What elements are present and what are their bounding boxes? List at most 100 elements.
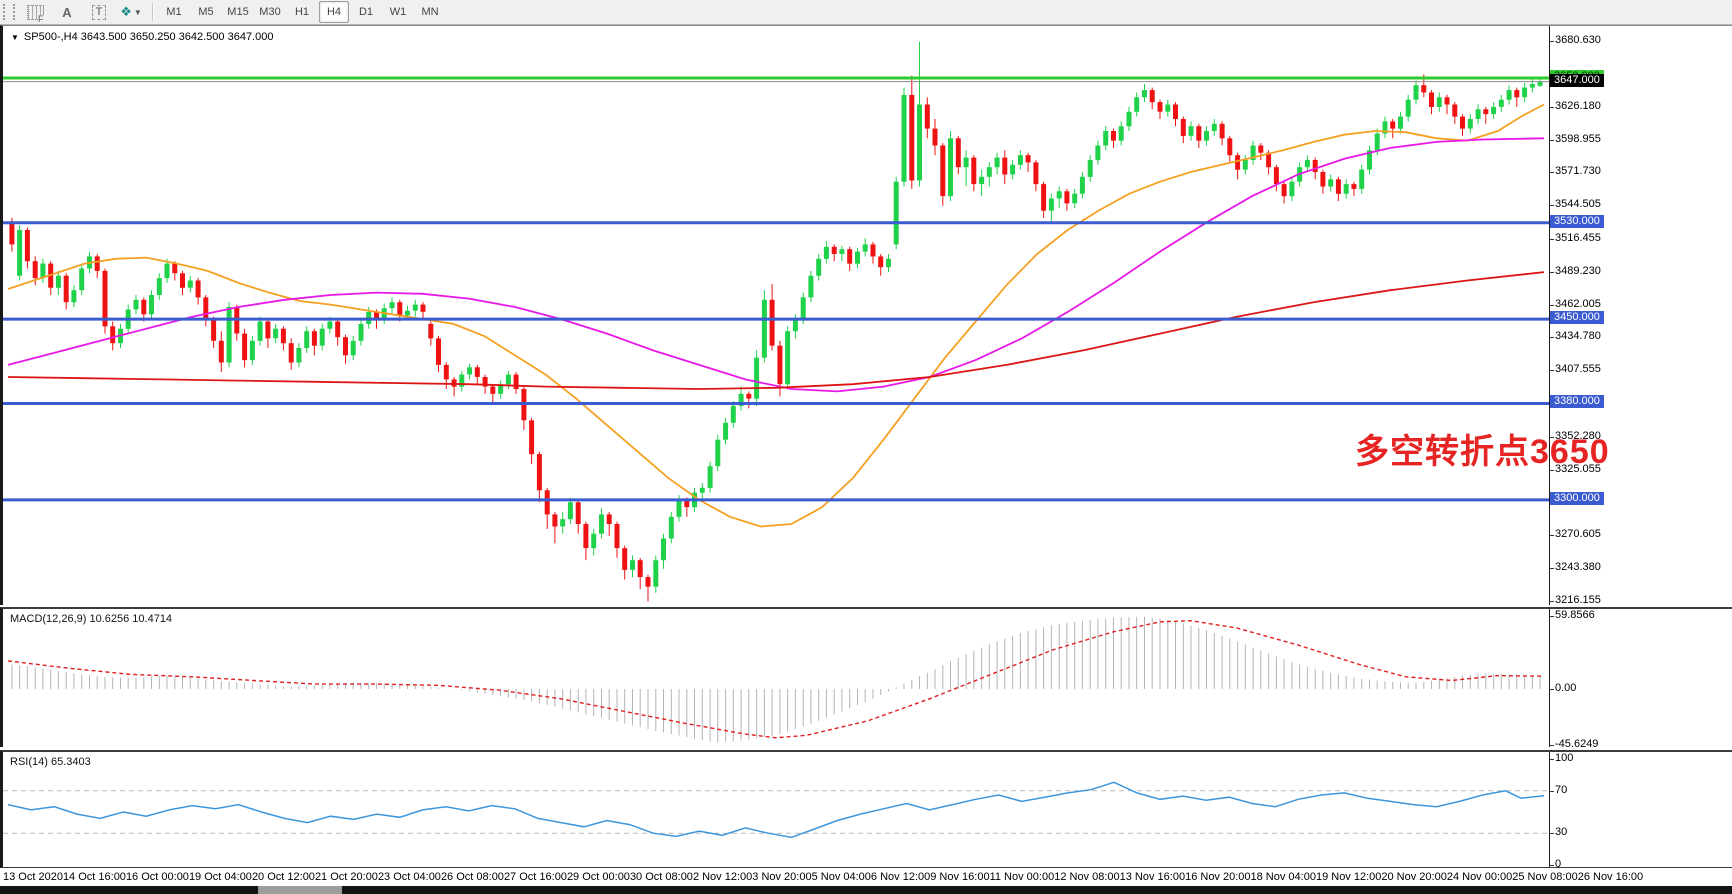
date-label: 25 Nov 08:00 — [1512, 870, 1578, 883]
axis-tick — [1549, 107, 1554, 108]
axis-tick — [1549, 239, 1554, 240]
date-axis: 13 Oct 2020 14 Oct 16:00 16 Oct 00:00 19 Oc… — [3, 869, 1643, 884]
bottom-scrollbar-thumb[interactable] — [258, 886, 342, 894]
macd-tick-label: 0.00 — [1555, 682, 1577, 694]
price-axis-border — [1549, 26, 1550, 605]
price-tick-label: 3352.280 — [1555, 430, 1601, 442]
macd-panel[interactable]: MACD(12,26,9) 10.6256 10.4714 59.8566 0.… — [0, 607, 1732, 750]
timeframe-d1[interactable]: D1 — [358, 6, 374, 18]
price-tick-label: 3544.505 — [1555, 198, 1601, 210]
timeframe-h1[interactable]: H1 — [294, 6, 310, 18]
price-tick-label: 3489.230 — [1555, 265, 1601, 277]
axis-tick — [1549, 616, 1554, 617]
toolbar-separator — [152, 3, 153, 21]
date-label: 16 Nov 20:00 — [1185, 870, 1251, 883]
axis-tick — [1549, 745, 1554, 746]
date-label: 30 Oct 08:00 — [629, 870, 693, 883]
rsi-label: RSI(14) 65.3403 — [10, 756, 91, 768]
price-line-label: 3380.000 — [1550, 395, 1604, 408]
price-line-label: 3450.000 — [1550, 311, 1604, 324]
rsi-tick-label: 100 — [1555, 752, 1574, 764]
rsi-axis-border — [1549, 752, 1550, 867]
bottom-scrollbar[interactable] — [0, 886, 1732, 894]
timeframe-m30[interactable]: M30 — [259, 6, 281, 18]
candles-layer — [9, 41, 1543, 602]
axis-tick — [1549, 437, 1554, 438]
date-label: 18 Nov 04:00 — [1250, 870, 1316, 883]
macd-tick-label: -45.6249 — [1555, 738, 1599, 750]
date-label: 23 Oct 04:00 — [377, 870, 441, 883]
date-label: 14 Oct 16:00 — [62, 870, 126, 883]
axis-tick — [1549, 172, 1554, 173]
arrange-arrows-icon: ❖ — [120, 4, 132, 19]
axis-tick — [1549, 689, 1554, 690]
price-line-label: 3530.000 — [1550, 215, 1604, 228]
macd-chart[interactable] — [3, 609, 1549, 747]
date-label: 19 Nov 12:00 — [1315, 870, 1382, 883]
price-tick-label: 3325.055 — [1555, 463, 1601, 475]
price-tick-label: 3243.380 — [1555, 561, 1601, 573]
axis-tick — [1549, 791, 1554, 792]
ma-slow-red — [7, 271, 1545, 390]
price-tick-label: 3407.555 — [1555, 363, 1601, 375]
axis-tick — [1549, 865, 1554, 866]
timeframe-m5[interactable]: M5 — [198, 6, 214, 18]
price-tick-label: 3626.180 — [1555, 100, 1601, 112]
timeframe-w1[interactable]: W1 — [389, 6, 407, 18]
text-label-button[interactable]: T — [84, 1, 114, 23]
date-label: 26 Nov 16:00 — [1577, 870, 1644, 883]
date-label: 19 Oct 04:00 — [188, 870, 252, 883]
axis-tick — [1549, 272, 1554, 273]
timeframe-m1[interactable]: M1 — [166, 6, 182, 18]
date-label: 16 Oct 00:00 — [125, 870, 189, 883]
rsi-panel[interactable]: RSI(14) 65.3403 100 70 30 0 — [0, 750, 1732, 870]
price-tick-label: 3680.630 — [1555, 34, 1601, 46]
date-label: 29 Oct 00:00 — [566, 870, 630, 883]
price-tick-label: 3462.005 — [1555, 298, 1601, 310]
font-a-icon-button[interactable]: A — [52, 1, 82, 23]
axis-tick — [1549, 759, 1554, 760]
timeframe-buttons: M1 M5 M15 M30 H1 H4 D1 W1 MN — [158, 1, 446, 23]
rsi-chart[interactable] — [3, 752, 1549, 867]
date-label: 2 Nov 12:00 — [692, 870, 753, 883]
timeframe-mn[interactable]: MN — [421, 6, 439, 18]
chevron-down-icon: ▼ — [133, 7, 142, 17]
arrange-arrows-button[interactable]: ❖ ▼ — [116, 1, 146, 23]
macd-axis-border — [1549, 609, 1550, 747]
axis-tick — [1549, 535, 1554, 536]
font-a-icon: A — [62, 4, 72, 20]
date-label: 13 Oct 2020 — [3, 870, 63, 883]
toolbar: F A T ❖ ▼ M1 M5 M15 M30 H1 H4 D1 W1 MN — [0, 0, 1732, 25]
candlestick-chart[interactable] — [3, 26, 1549, 605]
date-label: 3 Nov 20:00 — [752, 870, 812, 883]
rsi-tick-label: 0 — [1555, 858, 1562, 870]
main-chart-panel[interactable]: ▼ SP500-,H4 3643.500 3650.250 3642.500 36… — [0, 25, 1732, 606]
price-line-label: 3300.000 — [1550, 492, 1604, 505]
date-label: 21 Oct 20:00 — [314, 870, 378, 883]
toolbar-grip[interactable] — [3, 4, 15, 20]
price-tick-label: 3270.605 — [1555, 528, 1601, 540]
axis-tick — [1549, 470, 1554, 471]
chart-grid-f-icon[interactable]: F — [20, 1, 50, 23]
date-label: 11 Nov 00:00 — [989, 870, 1055, 883]
ma-fast-orange — [7, 103, 1545, 528]
text-label-icon: T — [91, 4, 107, 20]
date-label: 27 Oct 16:00 — [503, 870, 567, 883]
price-line-label: 3647.000 — [1550, 74, 1604, 87]
price-tick-label: 3516.455 — [1555, 232, 1601, 244]
timeframe-h4[interactable]: H4 — [319, 1, 349, 23]
collapse-triangle-icon[interactable]: ▼ — [11, 33, 19, 42]
price-tick-label: 3571.730 — [1555, 165, 1601, 177]
date-label: 24 Nov 00:00 — [1446, 870, 1513, 883]
axis-tick — [1549, 601, 1554, 602]
axis-tick — [1549, 568, 1554, 569]
rsi-tick-label: 70 — [1555, 784, 1568, 796]
date-label: 6 Nov 12:00 — [870, 870, 931, 883]
rsi-line — [7, 781, 1545, 839]
date-label: 9 Nov 16:00 — [930, 870, 990, 883]
grid-dots-icon: F — [26, 4, 44, 23]
timeframe-m15[interactable]: M15 — [227, 6, 249, 18]
chart-annotation-text: 多空转折点3650 — [1355, 433, 1610, 471]
macd-tick-label: 59.8566 — [1555, 609, 1595, 621]
